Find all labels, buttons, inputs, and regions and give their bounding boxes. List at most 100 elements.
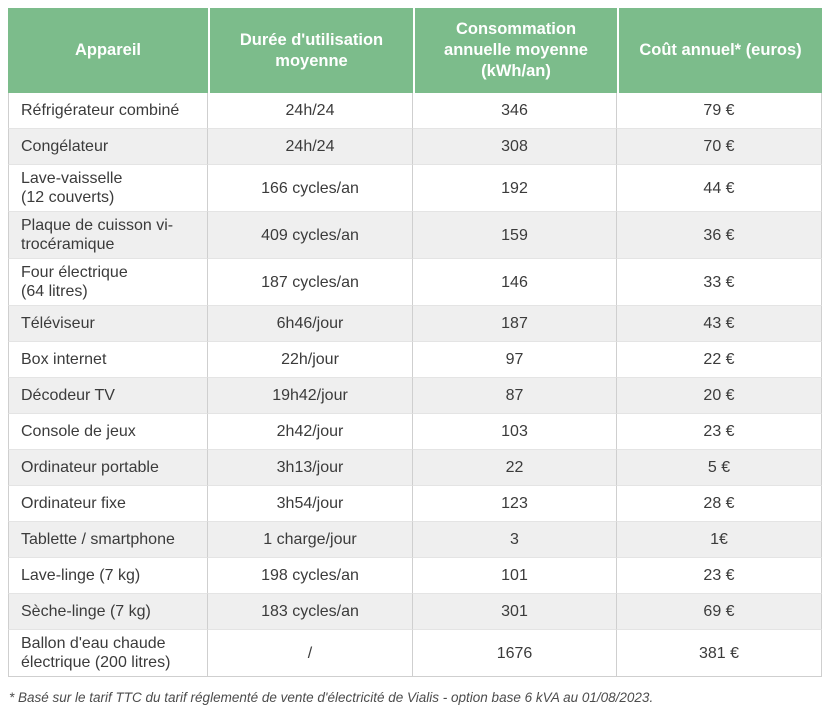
consumption-cell: 146 [413, 258, 617, 305]
appliance-cell: Lave-vaisselle (12 couverts) [8, 164, 208, 211]
appliance-cell: Téléviseur [8, 305, 208, 341]
consumption-cell: 346 [413, 93, 617, 128]
appliance-cell: Congélateur [8, 128, 208, 164]
cost-cell: 79 € [617, 93, 822, 128]
table-row: Tablette / smartphone 1 charge/jour 3 1€ [8, 521, 822, 557]
duration-cell: 2h42/jour [208, 413, 413, 449]
appliance-name-line: Réfrigérateur combiné [21, 102, 180, 119]
table-row: Congélateur 24h/24 308 70 € [8, 128, 822, 164]
duration-cell: 22h/jour [208, 341, 413, 377]
consumption-cell: 192 [413, 164, 617, 211]
appliance-cell: Ordinateur portable [8, 449, 208, 485]
consumption-cell: 123 [413, 485, 617, 521]
appliance-cell: Sèche-linge (7 kg) [8, 593, 208, 629]
appliance-name-line: Plaque de cuisson vi- [21, 217, 174, 234]
appliance-name-line: Console de jeux [21, 423, 136, 440]
duration-cell: 409 cycles/an [208, 211, 413, 258]
table-row: Console de jeux 2h42/jour 103 23 € [8, 413, 822, 449]
table-row: Réfrigérateur combiné 24h/24 346 79 € [8, 93, 822, 128]
appliance-cell: Réfrigérateur combiné [8, 93, 208, 128]
duration-cell: 1 charge/jour [208, 521, 413, 557]
duration-cell: 24h/24 [208, 128, 413, 164]
appliance-name-line: Ordinateur portable [21, 459, 159, 476]
consumption-cell: 22 [413, 449, 617, 485]
consumption-cell: 1676 [413, 629, 617, 677]
appliance-cell: Ordinateur fixe [8, 485, 208, 521]
consumption-cell: 159 [413, 211, 617, 258]
tariff-footnote: * Basé sur le tarif TTC du tarif régleme… [9, 690, 654, 705]
consumption-cell: 187 [413, 305, 617, 341]
appliance-name-line: trocéramique [21, 236, 115, 253]
cost-cell: 22 € [617, 341, 822, 377]
duration-cell: 183 cycles/an [208, 593, 413, 629]
appliance-cell: Box internet [8, 341, 208, 377]
appliance-name-line: Décodeur TV [21, 387, 115, 404]
duration-cell: 198 cycles/an [208, 557, 413, 593]
appliance-name-line: Box internet [21, 351, 107, 368]
cost-cell: 70 € [617, 128, 822, 164]
duration-cell: 3h13/jour [208, 449, 413, 485]
header-cost: Coût annuel* (euros) [617, 8, 822, 93]
appliance-name-line: Congélateur [21, 138, 109, 155]
cost-cell: 28 € [617, 485, 822, 521]
appliance-name-line: Lave-linge (7 kg) [21, 567, 141, 584]
table-row: Lave-linge (7 kg) 198 cycles/an 101 23 € [8, 557, 822, 593]
appliance-name-line: Ballon d'eau chaude [21, 635, 166, 652]
duration-cell: / [208, 629, 413, 677]
table-row: Four électrique (64 litres) 187 cycles/an 1… [8, 258, 822, 305]
appliance-cell: Console de jeux [8, 413, 208, 449]
appliance-cell: Four électrique (64 litres) [8, 258, 208, 305]
header-consumption: Consommation annuelle moyenne (kWh/an) [413, 8, 617, 93]
energy-consumption-table: Appareil Durée d'utilisation moyenne Con… [8, 8, 822, 677]
consumption-cell: 97 [413, 341, 617, 377]
appliance-name-line: Téléviseur [21, 315, 95, 332]
cost-cell: 5 € [617, 449, 822, 485]
cost-cell: 381 € [617, 629, 822, 677]
cost-cell: 43 € [617, 305, 822, 341]
table-row: Plaque de cuisson vi-trocéramique 409 cyc… [8, 211, 822, 258]
table-row: Ordinateur portable 3h13/jour 22 5 € [8, 449, 822, 485]
appliance-name-line: Four électrique [21, 264, 128, 281]
appliance-name-line: Sèche-linge (7 kg) [21, 603, 151, 620]
cost-cell: 1€ [617, 521, 822, 557]
duration-cell: 19h42/jour [208, 377, 413, 413]
duration-cell: 3h54/jour [208, 485, 413, 521]
consumption-cell: 308 [413, 128, 617, 164]
duration-cell: 6h46/jour [208, 305, 413, 341]
header-row: Appareil Durée d'utilisation moyenne Con… [8, 8, 822, 93]
table-row: Téléviseur 6h46/jour 187 43 € [8, 305, 822, 341]
table-row: Lave-vaisselle (12 couverts) 166 cycles/an… [8, 164, 822, 211]
cost-cell: 36 € [617, 211, 822, 258]
appliance-name-line: Tablette / smartphone [21, 531, 175, 548]
appliance-name-line: Lave-vaisselle [21, 170, 123, 187]
appliance-name-line: Ordinateur fixe [21, 495, 126, 512]
appliance-cell: Tablette / smartphone [8, 521, 208, 557]
duration-cell: 24h/24 [208, 93, 413, 128]
appliance-name-line: (12 couverts) [21, 189, 115, 206]
header-appliance: Appareil [8, 8, 208, 93]
table-row: Sèche-linge (7 kg) 183 cycles/an 301 69 € [8, 593, 822, 629]
consumption-cell: 87 [413, 377, 617, 413]
appliance-cell: Lave-linge (7 kg) [8, 557, 208, 593]
table-header: Appareil Durée d'utilisation moyenne Con… [8, 8, 822, 93]
cost-cell: 23 € [617, 413, 822, 449]
appliance-name-line: (64 litres) [21, 283, 88, 300]
duration-cell: 166 cycles/an [208, 164, 413, 211]
table-row: Décodeur TV 19h42/jour 87 20 € [8, 377, 822, 413]
consumption-cell: 301 [413, 593, 617, 629]
appliance-name-line: électrique (200 litres) [21, 654, 171, 671]
table-row: Ordinateur fixe 3h54/jour 123 28 € [8, 485, 822, 521]
table-row: Ballon d'eau chaude électrique (200 litre… [8, 629, 822, 677]
cost-cell: 20 € [617, 377, 822, 413]
table-body: Réfrigérateur combiné 24h/24 346 79 € Congél… [8, 93, 822, 677]
appliance-cell: Ballon d'eau chaude électrique (200 litre… [8, 629, 208, 677]
consumption-cell: 103 [413, 413, 617, 449]
cost-cell: 69 € [617, 593, 822, 629]
cost-cell: 23 € [617, 557, 822, 593]
cost-cell: 33 € [617, 258, 822, 305]
appliance-cell: Plaque de cuisson vi-trocéramique [8, 211, 208, 258]
consumption-cell: 3 [413, 521, 617, 557]
table-row: Box internet 22h/jour 97 22 € [8, 341, 822, 377]
duration-cell: 187 cycles/an [208, 258, 413, 305]
